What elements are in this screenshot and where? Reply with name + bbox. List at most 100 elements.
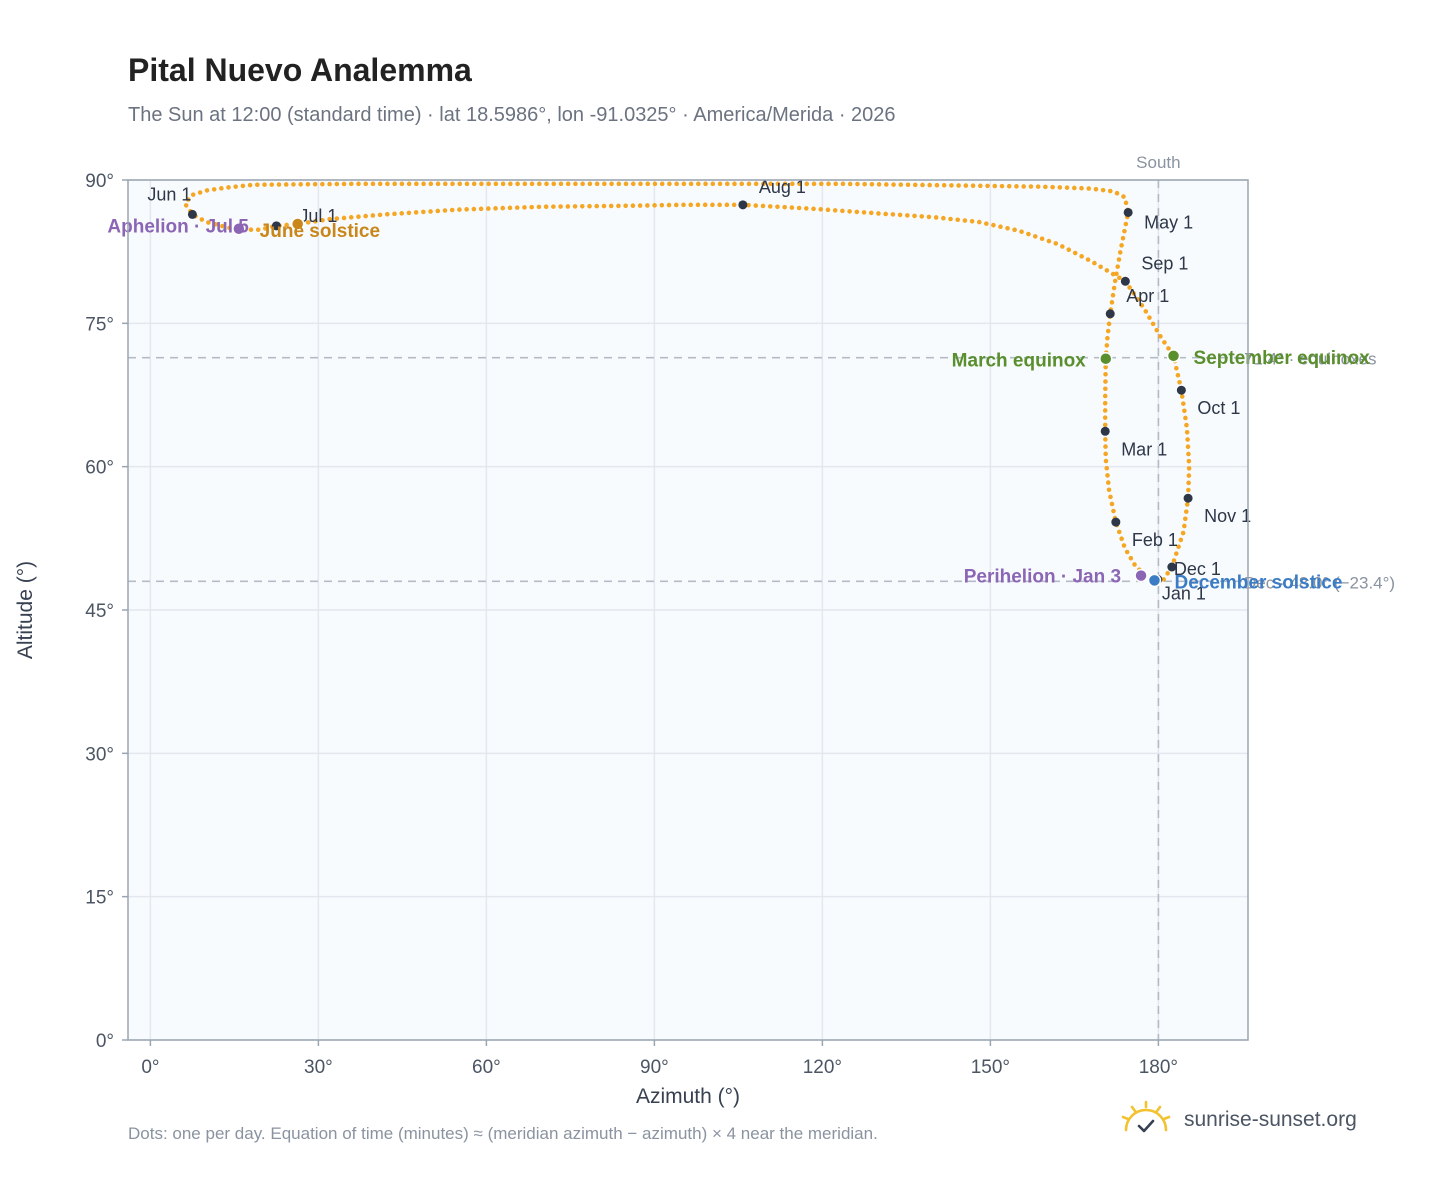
daily-sun-dot [478, 206, 484, 212]
daily-sun-dot [1108, 494, 1113, 500]
daily-sun-dot [688, 181, 694, 187]
daily-sun-dot [630, 181, 636, 187]
daily-sun-dot [284, 222, 289, 228]
daily-sun-dot [645, 203, 650, 208]
daily-sun-dot [695, 202, 701, 208]
daily-sun-dot [890, 212, 896, 217]
daily-sun-dot [486, 206, 491, 211]
daily-sun-dot [450, 181, 455, 187]
daily-sun-dot [1104, 268, 1110, 273]
daily-sun-dot [1005, 225, 1010, 231]
daily-sun-dot [717, 202, 722, 208]
daily-sun-dot [811, 181, 817, 187]
daily-sun-dot [341, 215, 347, 221]
daily-sun-dot [731, 202, 737, 208]
daily-sun-dot [898, 182, 904, 187]
daily-sun-dot [240, 183, 246, 189]
daily-sun-dot [255, 227, 261, 232]
daily-sun-dot [1103, 458, 1109, 464]
daily-sun-dot [348, 215, 354, 220]
daily-sun-dot [1071, 185, 1077, 191]
month-marker [738, 200, 748, 210]
daily-sun-dot [1184, 502, 1190, 507]
daily-sun-dot [1106, 321, 1112, 327]
daily-sun-dot [1117, 250, 1123, 255]
daily-sun-dot [1103, 444, 1108, 449]
daily-sun-dot [659, 202, 665, 208]
daily-sun-dot [486, 181, 491, 187]
event-label: December solstice [1174, 572, 1342, 593]
y-tick-label: 15° [85, 888, 114, 909]
daily-sun-dot [969, 218, 975, 224]
x-tick-label: 90° [640, 1057, 669, 1078]
daily-sun-dot [1174, 365, 1179, 371]
daily-sun-dot [739, 181, 745, 187]
daily-sun-dot [1066, 247, 1072, 253]
month-marker [1183, 493, 1193, 503]
daily-sun-dot [1057, 185, 1063, 190]
daily-sun-dot [233, 184, 238, 189]
y-tick-label: 0° [96, 1031, 114, 1052]
daily-sun-dot [1102, 408, 1108, 413]
daily-sun-dot [753, 181, 759, 187]
daily-sun-dot [789, 205, 795, 210]
daily-sun-dot [536, 181, 542, 187]
daily-sun-dot [1186, 487, 1191, 493]
daily-sun-dot [869, 181, 875, 187]
month-label: Mar 1 [1121, 439, 1167, 459]
daily-sun-dot [840, 208, 845, 214]
daily-sun-dot [500, 205, 506, 211]
daily-sun-dot [298, 182, 303, 187]
daily-sun-dot [1116, 257, 1122, 262]
daily-sun-dot [421, 209, 426, 215]
daily-sun-dot [702, 202, 708, 208]
daily-sun-dot [855, 181, 860, 187]
event-marker [1134, 568, 1148, 583]
daily-sun-dot [1150, 321, 1156, 327]
daily-sun-dot [580, 181, 585, 187]
daily-sun-dot [666, 202, 672, 208]
daily-sun-dot [384, 211, 390, 217]
daily-sun-dot [941, 182, 947, 188]
daily-sun-dot [1143, 309, 1149, 314]
daily-sun-dot [710, 202, 715, 208]
daily-sun-dot [421, 181, 426, 187]
daily-sun-dot [1103, 386, 1108, 392]
daily-sun-dot [825, 207, 831, 213]
daily-sun-dot [514, 205, 520, 210]
daily-sun-dot [522, 181, 528, 187]
daily-sun-dot [760, 203, 766, 209]
month-label: Dec 1 [1174, 559, 1221, 579]
daily-sun-dot [536, 204, 542, 210]
daily-sun-dot [428, 181, 434, 187]
daily-sun-dot [1117, 275, 1122, 281]
month-label: Aug 1 [759, 177, 806, 197]
daily-sun-dot [220, 223, 225, 229]
daily-sun-dot [1109, 501, 1115, 507]
daily-sun-dot [508, 181, 513, 187]
daily-sun-dot [1110, 271, 1116, 277]
daily-sun-dot [413, 210, 419, 215]
daily-sun-dot [565, 204, 571, 209]
daily-sun-dot [226, 185, 231, 190]
daily-sun-dot [1110, 292, 1116, 298]
daily-sun-dot [984, 221, 989, 226]
daily-sun-dot [435, 208, 441, 214]
daily-sun-dot [183, 203, 189, 208]
event-label: Perihelion · Jan 3 [964, 567, 1121, 588]
event-markers: March equinox September equinox June solst… [107, 217, 1370, 594]
daily-sun-dot [206, 220, 211, 225]
daily-sun-dot [464, 181, 470, 187]
daily-sun-dot [1053, 241, 1059, 246]
daily-sun-dot [912, 213, 917, 219]
daily-sun-dot [963, 183, 969, 188]
daily-sun-dot [1006, 183, 1012, 189]
daily-sun-dot [927, 182, 933, 188]
brand[interactable]: sunrise-sunset.org [1118, 1100, 1357, 1140]
daily-sun-dot [1032, 234, 1038, 239]
daily-sun-dot [1079, 185, 1084, 191]
daily-sun-dot [544, 181, 549, 187]
daily-sun-dot [1111, 285, 1117, 291]
daily-sun-dot [1098, 264, 1103, 270]
daily-sun-dot [1064, 185, 1070, 190]
